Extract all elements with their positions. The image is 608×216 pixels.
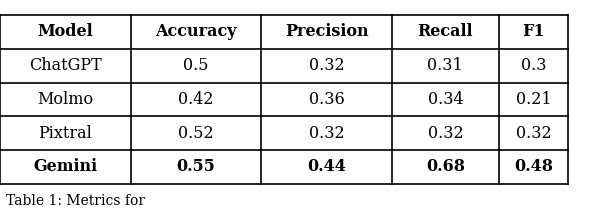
Text: Precision: Precision xyxy=(285,24,368,40)
Text: 0.32: 0.32 xyxy=(309,125,345,141)
Text: 0.44: 0.44 xyxy=(308,158,346,175)
Text: 0.55: 0.55 xyxy=(177,158,215,175)
Text: 0.52: 0.52 xyxy=(178,125,214,141)
Text: Accuracy: Accuracy xyxy=(155,24,237,40)
Text: 0.32: 0.32 xyxy=(427,125,463,141)
Text: 0.32: 0.32 xyxy=(516,125,551,141)
Text: Gemini: Gemini xyxy=(33,158,97,175)
Text: 0.48: 0.48 xyxy=(514,158,553,175)
Text: Model: Model xyxy=(38,24,93,40)
Text: 0.36: 0.36 xyxy=(309,91,345,108)
Text: 0.68: 0.68 xyxy=(426,158,465,175)
Text: 0.32: 0.32 xyxy=(309,57,345,74)
Text: Table 1: Metrics for: Table 1: Metrics for xyxy=(6,194,145,208)
Text: 0.21: 0.21 xyxy=(516,91,551,108)
Text: 0.3: 0.3 xyxy=(521,57,546,74)
Text: 0.42: 0.42 xyxy=(178,91,214,108)
Text: 0.34: 0.34 xyxy=(427,91,463,108)
Text: Recall: Recall xyxy=(418,24,473,40)
Text: F1: F1 xyxy=(522,24,545,40)
Text: Molmo: Molmo xyxy=(37,91,94,108)
Text: 0.5: 0.5 xyxy=(184,57,209,74)
Text: ChatGPT: ChatGPT xyxy=(29,57,102,74)
Text: 0.31: 0.31 xyxy=(427,57,463,74)
Text: Pixtral: Pixtral xyxy=(38,125,92,141)
